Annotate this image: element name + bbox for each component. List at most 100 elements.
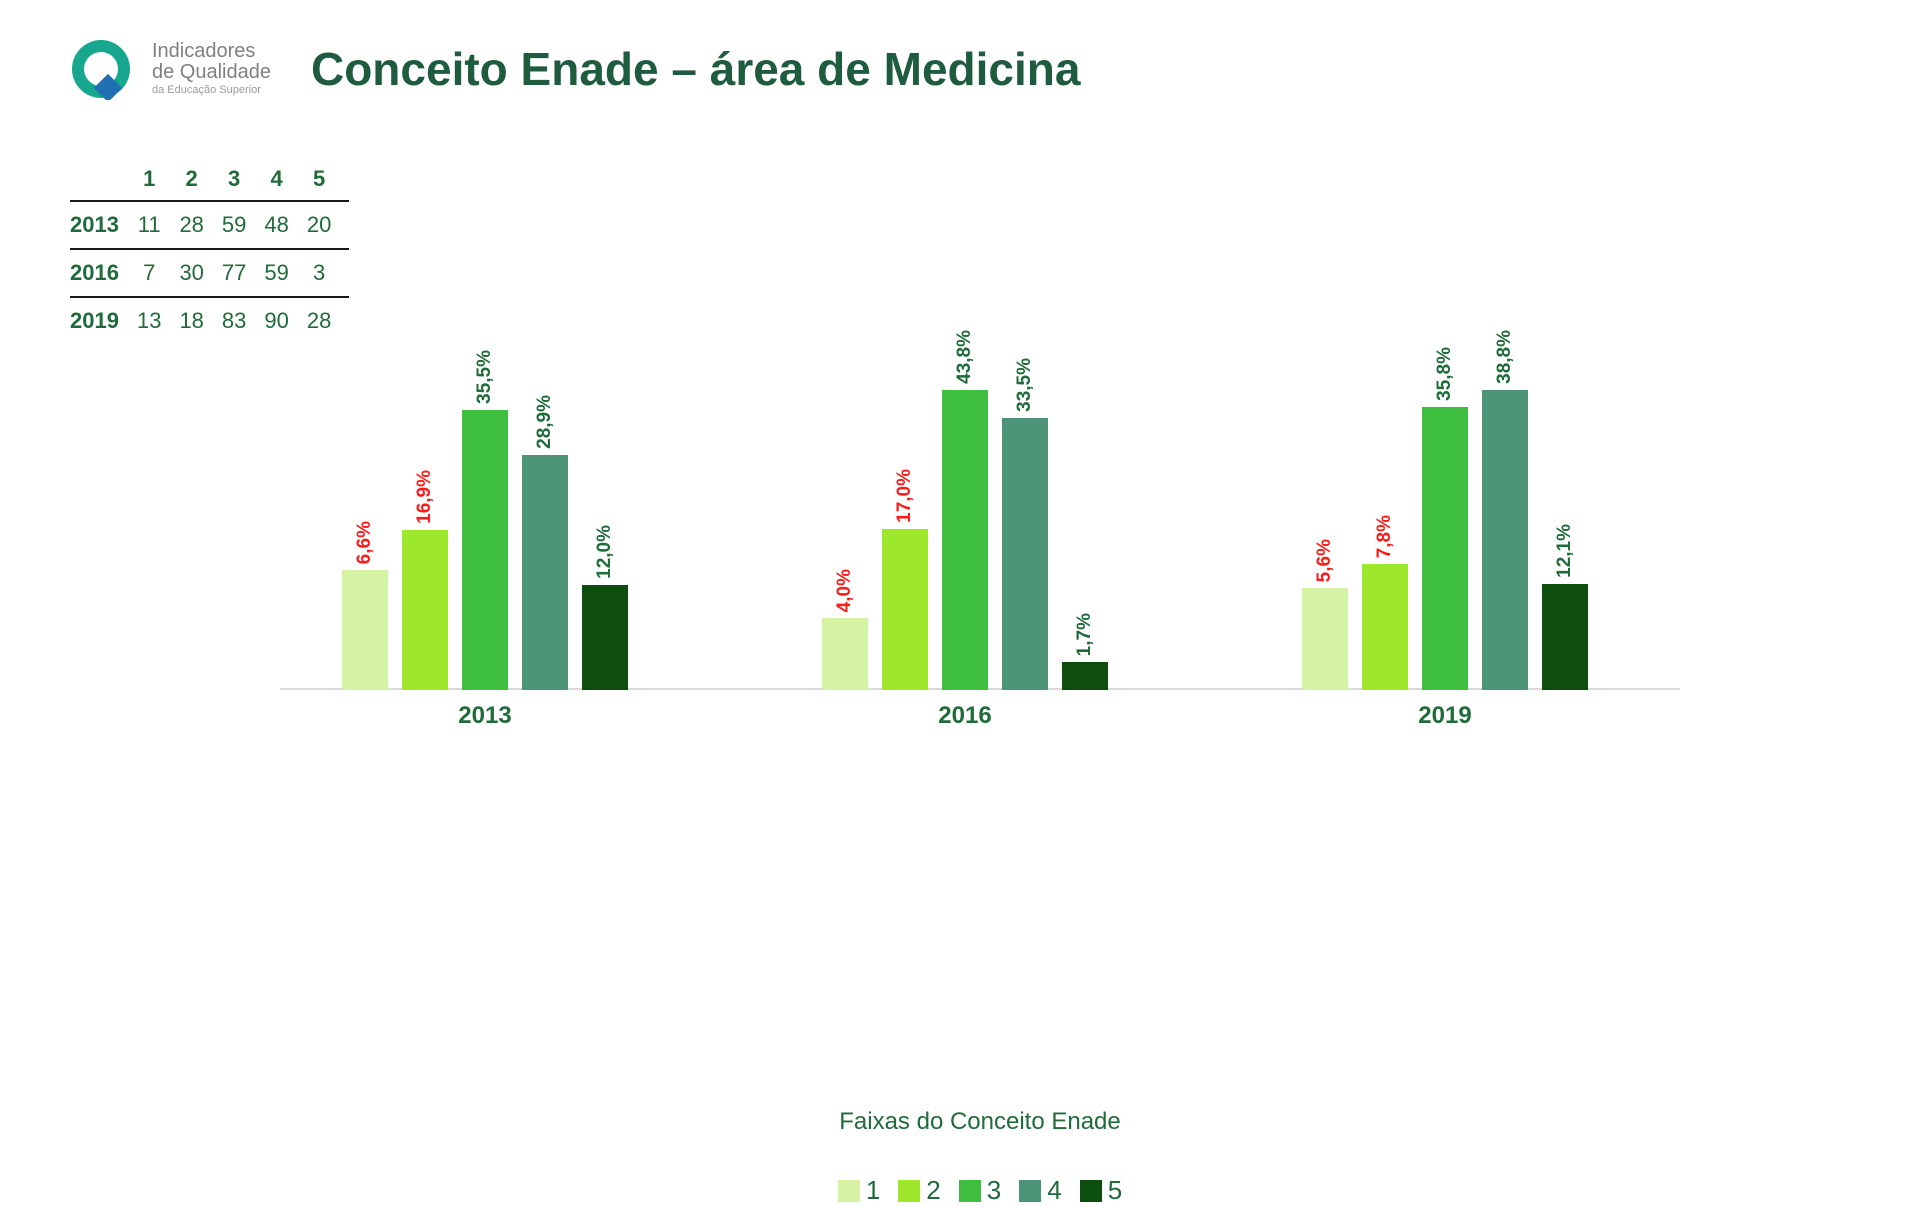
bar-chart: 6,6% 16,9% 35,5% 28,9% 12,0% 2013 4,0% 1…	[280, 330, 1680, 750]
table-cell-1-0: 7	[137, 249, 179, 297]
bar-2019-3[interactable]	[1422, 407, 1468, 690]
bar-label-2019-4: 38,8%	[1494, 330, 1516, 384]
bar-2013-5[interactable]	[582, 585, 628, 690]
bar-col-2016-1[interactable]: 4,0%	[822, 330, 868, 690]
table-col-header-1: 2	[179, 160, 221, 201]
legend-item-5[interactable]: 5	[1080, 1175, 1122, 1206]
bar-label-2016-4: 33,5%	[1014, 358, 1036, 412]
bar-label-2016-2: 17,0%	[894, 469, 916, 523]
bar-col-2016-2[interactable]: 17,0%	[882, 330, 928, 690]
summary-data-table: 1 2 3 4 5 2013 11 28 59 48 20 2016 7 30 …	[70, 160, 349, 344]
axis-title-label: Faixas do Conceito Enade	[280, 1108, 1680, 1136]
legend-item-1[interactable]: 1	[838, 1175, 880, 1206]
bar-2019-1[interactable]	[1302, 588, 1348, 690]
legend-item-2[interactable]: 2	[898, 1175, 940, 1206]
table-row-year-1: 2016	[70, 249, 137, 297]
table-cell-1-3: 59	[264, 249, 306, 297]
table-cell-1-2: 77	[222, 249, 264, 297]
bar-col-2013-3[interactable]: 35,5%	[462, 330, 508, 690]
legend-label-1: 1	[866, 1175, 880, 1206]
qualidade-logo-icon	[70, 38, 132, 100]
bar-col-2019-1[interactable]: 5,6%	[1302, 330, 1348, 690]
bar-label-2016-1: 4,0%	[834, 569, 856, 612]
table-cell-0-3: 48	[264, 201, 306, 249]
table-cell-2-0: 13	[137, 297, 179, 344]
bar-label-2019-5: 12,1%	[1554, 524, 1576, 578]
bar-col-2016-5[interactable]: 1,7%	[1062, 330, 1108, 690]
bar-2016-3[interactable]	[942, 390, 988, 690]
header-section: Indicadores de Qualidade da Educação Sup…	[70, 38, 1080, 100]
legend-label-4: 4	[1047, 1175, 1061, 1206]
legend-label-2: 2	[926, 1175, 940, 1206]
bar-col-2019-5[interactable]: 12,1%	[1542, 330, 1588, 690]
bar-label-2019-2: 7,8%	[1374, 515, 1396, 558]
bar-label-2013-2: 16,9%	[414, 470, 436, 524]
table-cell-0-0: 11	[137, 201, 179, 249]
bar-label-2016-5: 1,7%	[1074, 613, 1096, 656]
page-title: Conceito Enade – área de Medicina	[311, 42, 1080, 96]
bar-col-2019-3[interactable]: 35,8%	[1422, 330, 1468, 690]
bar-2013-3[interactable]	[462, 410, 508, 690]
bar-label-2013-5: 12,0%	[594, 525, 616, 579]
table-col-header-4: 5	[307, 160, 349, 201]
bar-col-2016-4[interactable]: 33,5%	[1002, 330, 1048, 690]
table-cell-1-4: 3	[307, 249, 349, 297]
bar-label-2019-3: 35,8%	[1434, 347, 1456, 401]
legend-item-3[interactable]: 3	[959, 1175, 1001, 1206]
bar-2016-2[interactable]	[882, 529, 928, 690]
table-corner-cell	[70, 160, 137, 201]
bar-col-2013-4[interactable]: 28,9%	[522, 330, 568, 690]
bar-2016-1[interactable]	[822, 618, 868, 690]
legend-swatch-2	[898, 1180, 920, 1202]
logo-line1: Indicadores	[152, 41, 271, 62]
bar-2019-4[interactable]	[1482, 390, 1528, 690]
bar-label-2013-1: 6,6%	[354, 521, 376, 564]
bar-col-2013-2[interactable]: 16,9%	[402, 330, 448, 690]
logo-line3: da Educação Superior	[152, 85, 271, 97]
table-col-header-0: 1	[137, 160, 179, 201]
year-label-2016: 2016	[800, 702, 1130, 730]
legend-swatch-1	[838, 1180, 860, 1202]
legend-label-3: 3	[987, 1175, 1001, 1206]
bar-2013-2[interactable]	[402, 530, 448, 690]
bar-2019-2[interactable]	[1362, 564, 1408, 690]
bar-col-2019-4[interactable]: 38,8%	[1482, 330, 1528, 690]
table-cell-0-2: 59	[222, 201, 264, 249]
year-label-2019: 2019	[1280, 702, 1610, 730]
legend-item-4[interactable]: 4	[1019, 1175, 1061, 1206]
bar-2016-5[interactable]	[1062, 662, 1108, 690]
table-row-year-2: 2019	[70, 297, 137, 344]
bar-col-2016-3[interactable]: 43,8%	[942, 330, 988, 690]
legend-swatch-3	[959, 1180, 981, 1202]
bar-2013-4[interactable]	[522, 455, 568, 690]
table-row-2016: 2016 7 30 77 59 3	[70, 249, 349, 297]
bar-2013-1[interactable]	[342, 570, 388, 690]
table-cell-2-2: 83	[222, 297, 264, 344]
table-header-row: 1 2 3 4 5	[70, 160, 349, 201]
bar-col-2013-1[interactable]: 6,6%	[342, 330, 388, 690]
logo-text-block: Indicadores de Qualidade da Educação Sup…	[152, 41, 271, 97]
table-cell-1-1: 30	[179, 249, 221, 297]
legend-swatch-5	[1080, 1180, 1102, 1202]
table-row-2013: 2013 11 28 59 48 20	[70, 201, 349, 249]
table-cell-2-1: 18	[179, 297, 221, 344]
bar-label-2013-4: 28,9%	[534, 395, 556, 449]
legend-swatch-4	[1019, 1180, 1041, 1202]
legend-label-5: 5	[1108, 1175, 1122, 1206]
bar-col-2013-5[interactable]: 12,0%	[582, 330, 628, 690]
table-cell-0-4: 20	[307, 201, 349, 249]
table-col-header-2: 3	[222, 160, 264, 201]
bar-group-2016: 4,0% 17,0% 43,8% 33,5% 1,7%	[800, 330, 1130, 690]
chart-legend: 1 2 3 4 5	[280, 1175, 1680, 1206]
bar-group-2013: 6,6% 16,9% 35,5% 28,9% 12,0%	[320, 330, 650, 690]
table-col-header-3: 4	[264, 160, 306, 201]
bar-2016-4[interactable]	[1002, 418, 1048, 690]
bar-col-2019-2[interactable]: 7,8%	[1362, 330, 1408, 690]
bar-2019-5[interactable]	[1542, 584, 1588, 690]
year-label-2013: 2013	[320, 702, 650, 730]
table-cell-0-1: 28	[179, 201, 221, 249]
bar-group-2019: 5,6% 7,8% 35,8% 38,8% 12,1%	[1280, 330, 1610, 690]
bar-label-2016-3: 43,8%	[954, 330, 976, 384]
logo-line2: de Qualidade	[152, 62, 271, 83]
bar-label-2019-1: 5,6%	[1314, 539, 1336, 582]
